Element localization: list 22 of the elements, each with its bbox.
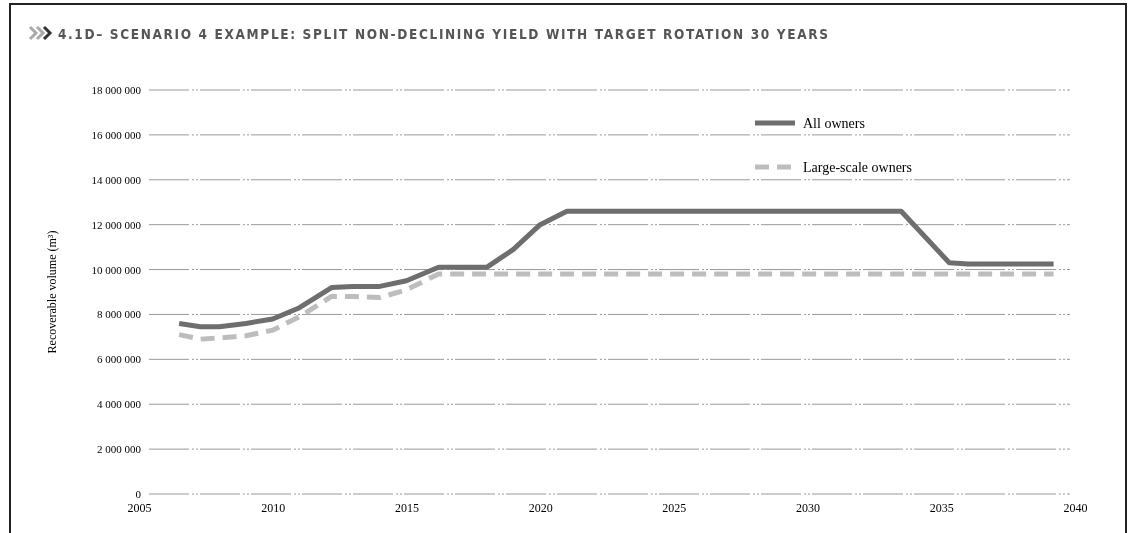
x-tick-label: 2010 — [261, 500, 286, 515]
legend-label: Large-scale owners — [803, 160, 912, 175]
y-tick-label: 18 000 000 — [91, 84, 142, 97]
x-tick-label: 2025 — [662, 500, 687, 515]
x-tick-label: 2015 — [394, 500, 419, 515]
x-tick-label: 2035 — [929, 500, 954, 515]
y-axis-title: Recoverable volume (m³) — [45, 230, 59, 354]
x-tick-label: 2020 — [528, 500, 553, 515]
y-tick-label: 0 — [135, 488, 142, 501]
y-tick-label: 14 000 000 — [91, 173, 142, 186]
y-tick-label: 2 000 000 — [97, 443, 142, 456]
y-tick-label: 16 000 000 — [91, 128, 142, 141]
y-tick-label: 6 000 000 — [97, 353, 142, 366]
x-tick-label: 2030 — [796, 500, 821, 515]
x-tick-label: 2005 — [127, 500, 152, 515]
y-tick-label: 12 000 000 — [91, 218, 142, 231]
chart-title: 4.1D– SCENARIO 4 EXAMPLE: SPLIT NON-DECLINING YIELD WITH TARGET ROTATION 30 YEARS — [58, 26, 828, 42]
y-tick-label: 4 000 000 — [97, 398, 142, 411]
y-tick-label: 10 000 000 — [91, 263, 142, 276]
y-tick-label: 8 000 000 — [97, 308, 142, 321]
x-tick-label: 2040 — [1063, 500, 1088, 515]
legend-label: All owners — [803, 116, 865, 131]
